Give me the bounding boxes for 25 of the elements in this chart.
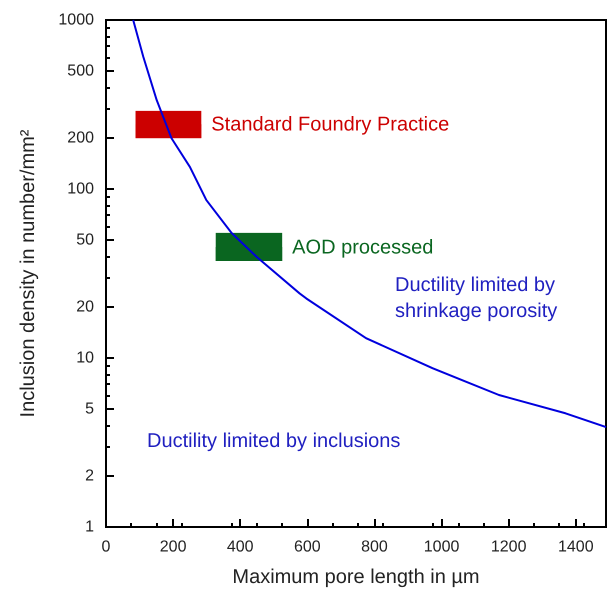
x-tick-label: 800 xyxy=(361,538,388,556)
y-axis-title: Inclusion density in number/mm² xyxy=(17,129,39,418)
y-tick-label: 200 xyxy=(67,130,94,147)
y-tick-label: 500 xyxy=(67,62,94,80)
x-tick-label: 400 xyxy=(226,538,254,556)
y-tick-label: 50 xyxy=(76,231,94,248)
y-tick-label: 1000 xyxy=(58,12,94,28)
x-tick-label: 200 xyxy=(160,538,187,556)
y-tick-label: 2 xyxy=(85,468,94,485)
series-label: Standard Foundry Practice xyxy=(211,114,450,136)
x-tick-label: 1200 xyxy=(490,538,527,556)
y-tick-label: 1 xyxy=(85,518,94,536)
y-tick-label: 100 xyxy=(67,180,94,198)
x-tick-label: 600 xyxy=(294,538,321,556)
annotation: Ductility limited by shrinkage porosity xyxy=(395,274,558,322)
y-tick-label: 20 xyxy=(76,298,94,316)
line-series xyxy=(132,19,607,428)
x-tick-label: 0 xyxy=(102,538,111,556)
series-label: AOD processed xyxy=(292,236,434,259)
x-tick-label: 1000 xyxy=(424,538,460,556)
annotation: Ductility limited by inclusions xyxy=(147,430,400,452)
x-axis-title: Maximum pore length in µm xyxy=(232,566,480,588)
y-tick-label: 5 xyxy=(85,400,94,418)
y-tick-label: 10 xyxy=(76,350,94,366)
x-tick-label: 1400 xyxy=(558,538,594,556)
